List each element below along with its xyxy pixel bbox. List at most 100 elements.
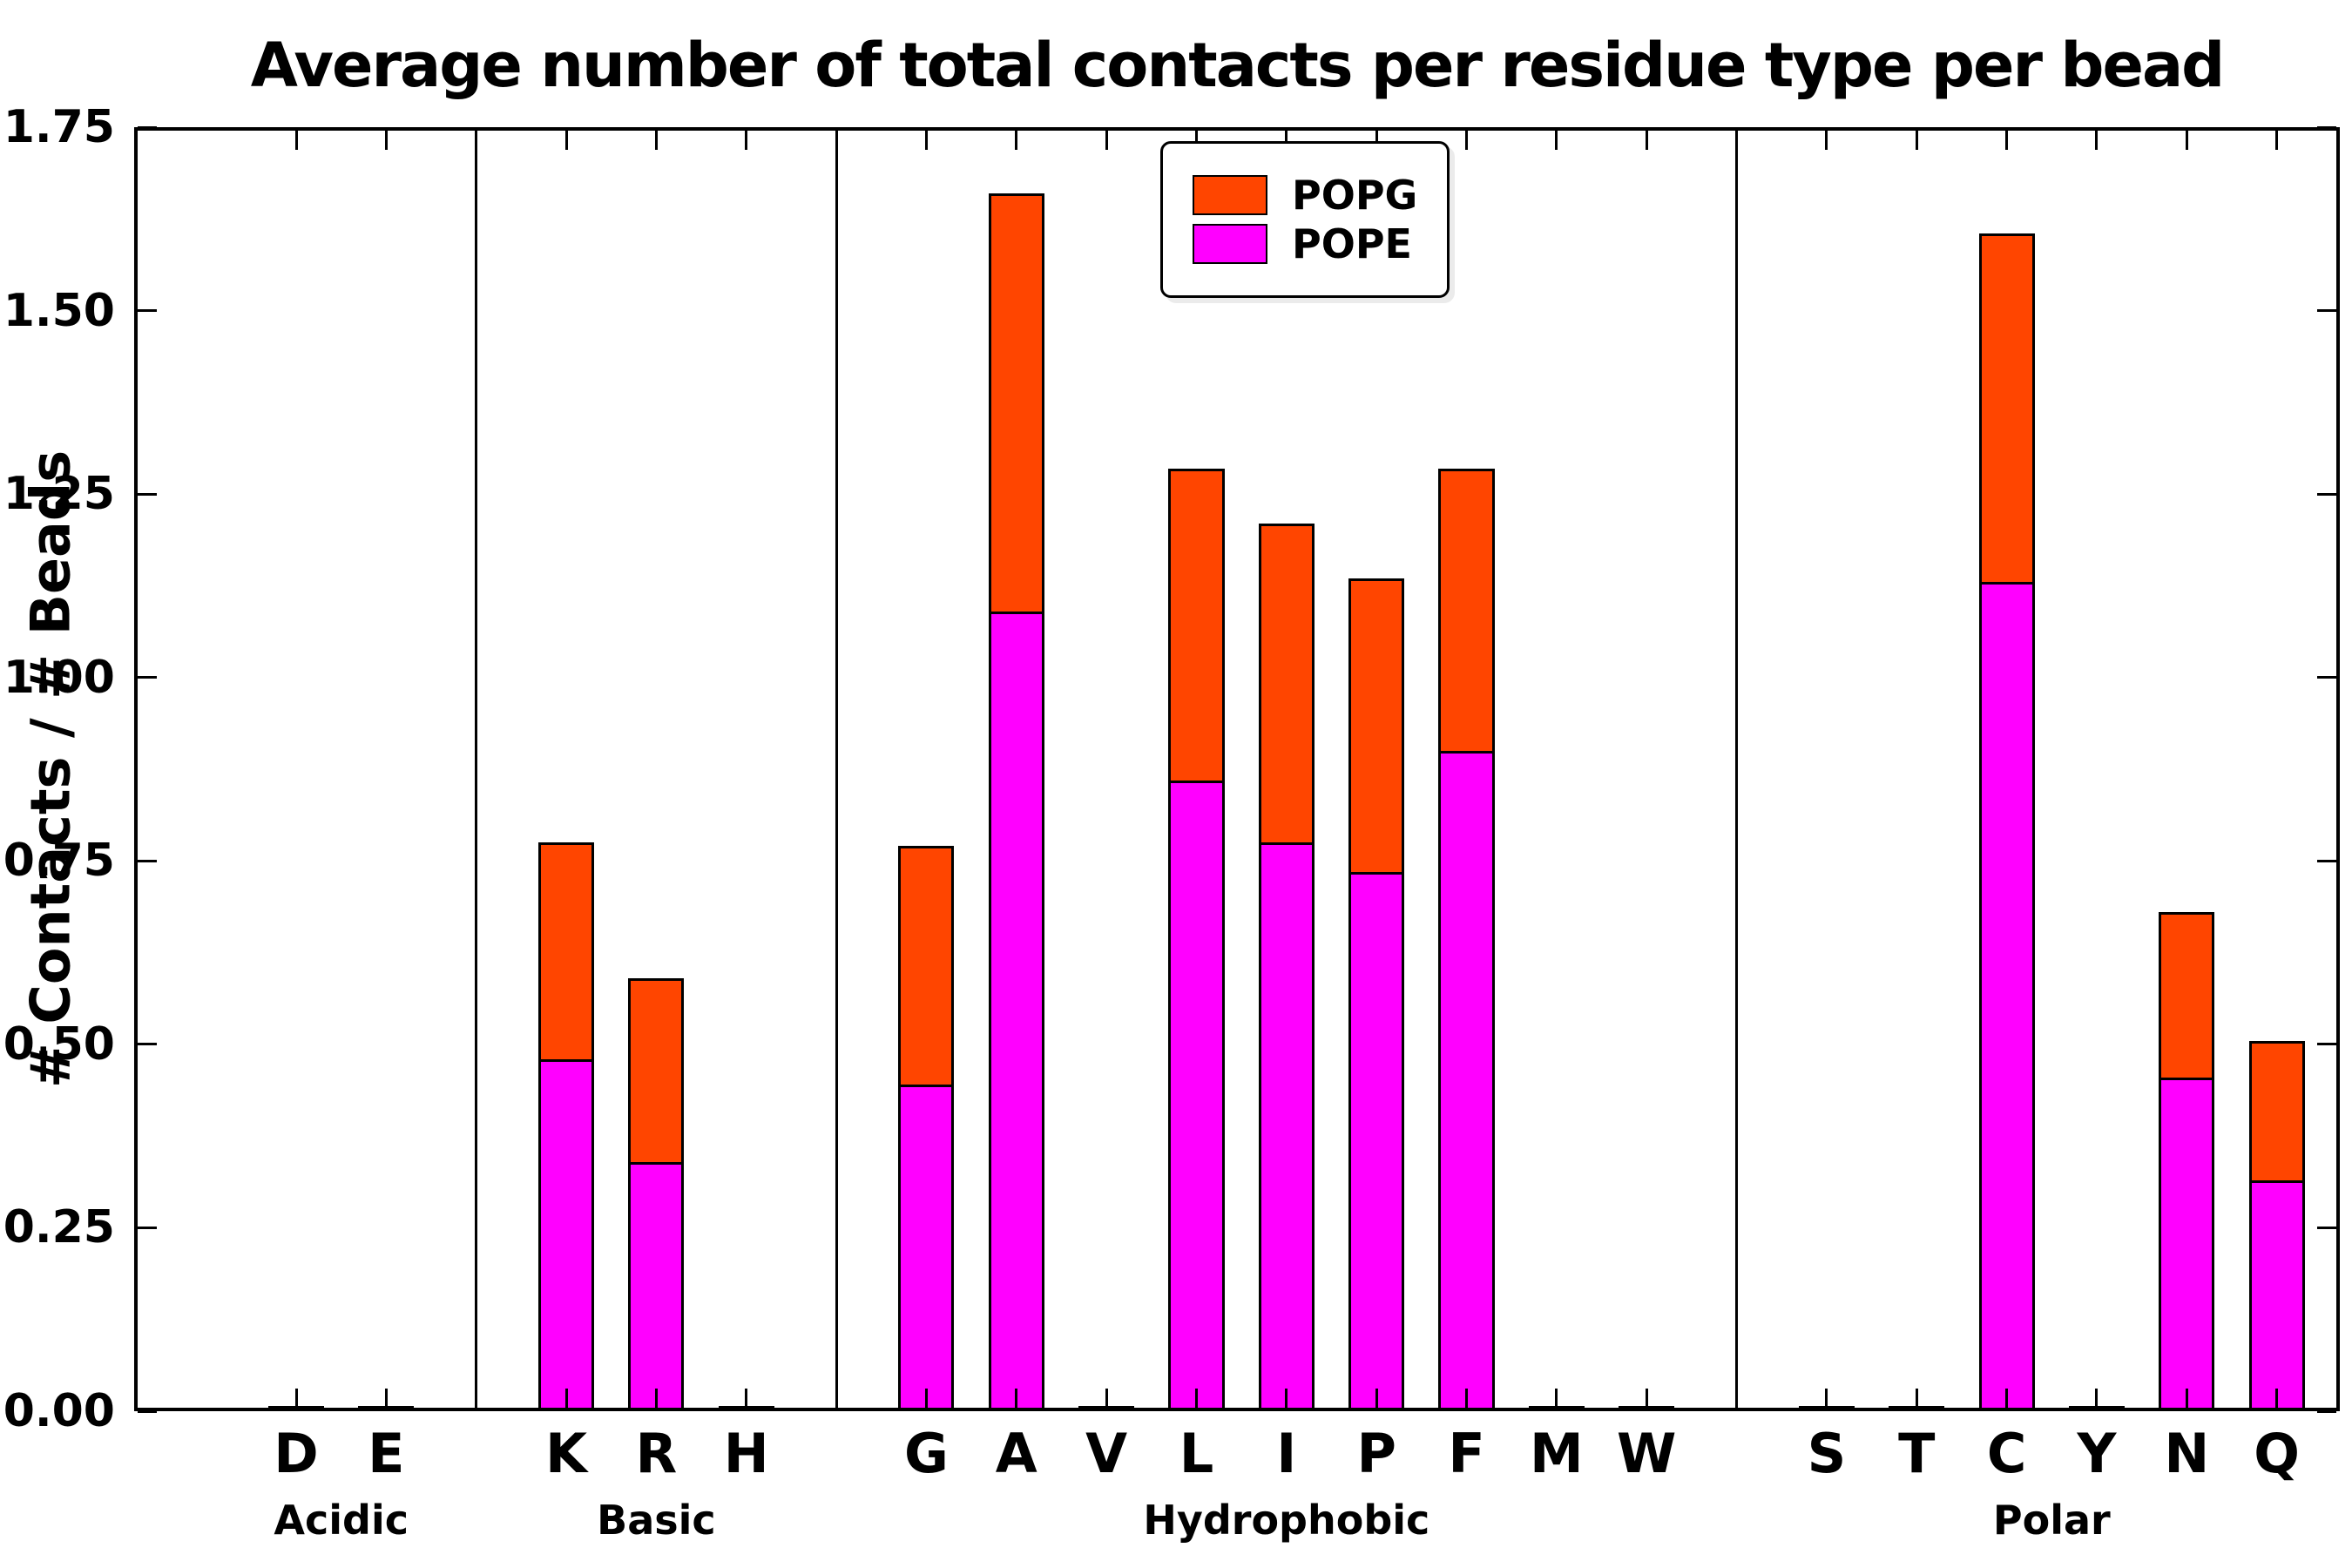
legend-label-pope: POPE (1292, 220, 1412, 267)
group-label-polar: Polar (1992, 1497, 2111, 1544)
x-label-L: L (1179, 1422, 1214, 1485)
x-label-K: K (545, 1422, 588, 1485)
bar-K-popg (538, 842, 595, 1062)
y-tick-left (138, 1226, 157, 1229)
y-tick-right (2317, 1043, 2336, 1046)
bar-P-pope (1348, 871, 1405, 1411)
x-tick-bottom (384, 1389, 388, 1408)
legend-entry-popg: POPG (1193, 175, 1417, 215)
x-label-D: D (274, 1422, 319, 1485)
y-tick-left (138, 125, 157, 129)
y-tick-left (138, 492, 157, 496)
x-tick-top (1645, 131, 1648, 150)
x-tick-top (1285, 131, 1288, 150)
x-tick-bottom (1015, 1389, 1018, 1408)
y-tick-left (138, 859, 157, 862)
y-tick-left (138, 1409, 157, 1413)
group-separator (835, 127, 838, 1411)
y-tick-left (138, 676, 157, 679)
y-tick-label: 1.00 (3, 651, 115, 704)
bar-I-popg (1258, 523, 1315, 846)
x-tick-top (924, 131, 928, 150)
x-tick-top (1465, 131, 1469, 150)
x-tick-bottom (924, 1389, 928, 1408)
x-tick-bottom (1285, 1389, 1288, 1408)
x-tick-top (1825, 131, 1828, 150)
y-tick-right (2317, 1409, 2336, 1413)
x-tick-bottom (1465, 1389, 1469, 1408)
bar-N-popg (2159, 912, 2215, 1080)
x-tick-bottom (2185, 1389, 2188, 1408)
legend-swatch-popg (1193, 175, 1267, 215)
x-tick-top (564, 131, 568, 150)
x-tick-top (654, 131, 658, 150)
x-label-C: C (1986, 1422, 2027, 1485)
x-tick-bottom (2095, 1389, 2099, 1408)
bar-I-pope (1258, 842, 1315, 1411)
y-tick-label: 1.50 (3, 284, 115, 337)
x-label-Q: Q (2254, 1422, 2301, 1485)
y-tick-right (2317, 859, 2336, 862)
x-label-P: P (1356, 1422, 1396, 1485)
x-tick-top (1915, 131, 1918, 150)
x-label-M: M (1530, 1422, 1584, 1485)
x-tick-bottom (1105, 1389, 1108, 1408)
x-tick-top (1375, 131, 1378, 150)
x-label-T: T (1898, 1422, 1936, 1485)
legend-label-popg: POPG (1292, 172, 1418, 219)
x-label-N: N (2164, 1422, 2210, 1485)
legend: POPG POPE (1160, 141, 1450, 298)
bar-F-pope (1438, 750, 1495, 1411)
group-label-hydrophobic: Hydrophobic (1143, 1497, 1430, 1544)
x-tick-bottom (1915, 1389, 1918, 1408)
x-tick-top (1194, 131, 1198, 150)
y-axis-label: # Contacts / # Beads (18, 449, 83, 1089)
x-tick-bottom (2275, 1389, 2279, 1408)
x-label-A: A (995, 1422, 1037, 1485)
x-label-E: E (368, 1422, 405, 1485)
x-tick-top (1555, 131, 1558, 150)
x-tick-top (745, 131, 748, 150)
bar-L-popg (1168, 468, 1225, 783)
bar-Q-popg (2248, 1040, 2305, 1183)
y-tick-label: 1.25 (3, 468, 115, 521)
chart-title: Average number of total contacts per res… (250, 30, 2226, 101)
bar-R-pope (628, 1161, 685, 1411)
x-tick-top (2095, 131, 2099, 150)
group-label-basic: Basic (597, 1497, 716, 1544)
bar-L-pope (1168, 780, 1225, 1411)
x-tick-bottom (1645, 1389, 1648, 1408)
x-label-H: H (723, 1422, 769, 1485)
legend-swatch-pope (1193, 224, 1267, 264)
bar-R-popg (628, 978, 685, 1165)
x-tick-top (1015, 131, 1018, 150)
y-tick-left (138, 309, 157, 313)
bar-K-pope (538, 1058, 595, 1411)
x-tick-bottom (1555, 1389, 1558, 1408)
x-tick-top (2185, 131, 2188, 150)
y-tick-label: 0.00 (3, 1385, 115, 1437)
group-separator (1735, 127, 1739, 1411)
x-tick-top (2005, 131, 2009, 150)
bar-C-pope (1978, 582, 2035, 1411)
x-tick-bottom (1825, 1389, 1828, 1408)
y-tick-right (2317, 125, 2336, 129)
y-tick-right (2317, 1226, 2336, 1229)
y-tick-right (2317, 676, 2336, 679)
bar-G-pope (898, 1085, 955, 1411)
bar-A-popg (988, 193, 1044, 614)
y-tick-label: 0.25 (3, 1201, 115, 1254)
bar-N-pope (2159, 1077, 2215, 1411)
bar-P-popg (1348, 578, 1405, 875)
x-tick-bottom (1194, 1389, 1198, 1408)
bar-G-popg (898, 846, 955, 1088)
x-tick-top (1105, 131, 1108, 150)
x-label-V: V (1085, 1422, 1128, 1485)
x-tick-bottom (2005, 1389, 2009, 1408)
x-tick-bottom (1375, 1389, 1378, 1408)
plot-area: 0.00 0.25 0.50 0.75 1.00 1.25 1.50 1.75 D E K R H G A V… (3, 105, 2340, 1540)
x-tick-top (384, 131, 388, 150)
bar-F-popg (1438, 468, 1495, 754)
bar-Q-pope (2248, 1179, 2305, 1411)
